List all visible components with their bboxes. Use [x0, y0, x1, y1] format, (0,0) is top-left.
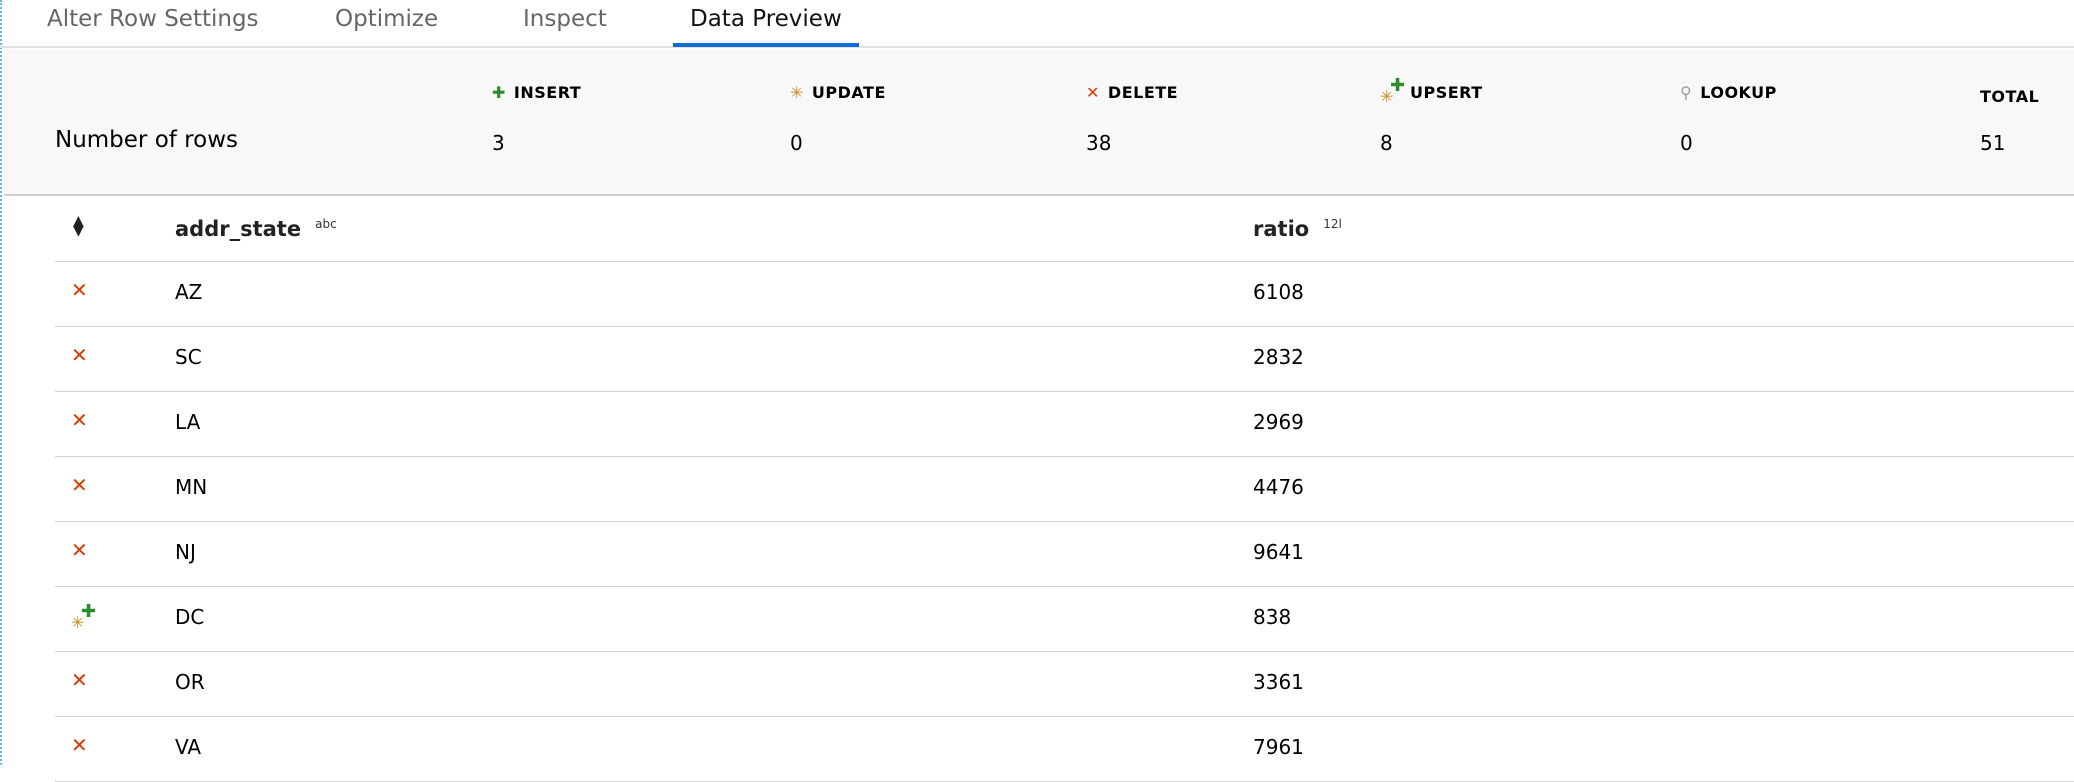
- row-action-icon: ✳ ✚: [71, 601, 101, 633]
- row-action-icon: ✕: [71, 343, 101, 373]
- column-header-addr-state[interactable]: addr_state abc: [175, 217, 337, 241]
- summary-value: 38: [1086, 131, 1112, 155]
- string-type-icon: abc: [315, 217, 337, 231]
- panel-border: [0, 0, 2, 765]
- row-action-icon: ✕: [71, 408, 101, 438]
- cell-addr-state: MN: [175, 475, 208, 499]
- cell-ratio: 6108: [1253, 280, 1304, 304]
- upsert-icon: ✳ ✚: [1380, 75, 1406, 106]
- tab-alter-row-settings[interactable]: Alter Row Settings: [47, 6, 259, 32]
- cell-ratio: 4476: [1253, 475, 1304, 499]
- summary-header: DELETE: [1107, 83, 1179, 102]
- cell-addr-state: DC: [175, 605, 205, 629]
- cell-ratio: 2969: [1253, 410, 1304, 434]
- summary-header: INSERT: [513, 83, 582, 102]
- tab-optimize[interactable]: Optimize: [335, 6, 439, 32]
- row-action-icon: ✕: [71, 733, 101, 763]
- row-action-icon: ✕: [71, 668, 101, 698]
- cell-ratio: 2832: [1253, 345, 1304, 369]
- upsert-icon: ✳ ✚: [71, 601, 97, 632]
- tab-inspect[interactable]: Inspect: [523, 6, 607, 32]
- cell-addr-state: SC: [175, 345, 202, 369]
- cell-ratio: 9641: [1253, 540, 1304, 564]
- plus-icon: ✚: [492, 83, 506, 102]
- x-icon: ✕: [71, 668, 88, 692]
- cell-addr-state: LA: [175, 410, 201, 434]
- table-header: ▲ ▼ addr_state abc ratio 12l: [55, 196, 2074, 262]
- number-type-icon: 12l: [1323, 217, 1342, 231]
- summary-header: TOTAL: [1980, 87, 2040, 106]
- summary-row-label: Number of rows: [55, 127, 239, 153]
- asterisk-icon: ✳: [790, 83, 804, 102]
- cell-ratio: 7961: [1253, 735, 1304, 759]
- x-icon: ✕: [71, 733, 88, 757]
- table-row[interactable]: ✳ ✚ DC 838: [55, 587, 2074, 652]
- x-icon: ✕: [71, 538, 88, 562]
- table-row[interactable]: ✕ VA 7961: [55, 717, 2074, 782]
- table-row[interactable]: ✕ NJ 9641: [55, 522, 2074, 587]
- summary-header: LOOKUP: [1700, 83, 1777, 102]
- x-icon: ✕: [71, 278, 88, 302]
- cell-ratio: 838: [1253, 605, 1292, 629]
- search-icon: ⚲: [1680, 83, 1693, 102]
- summary-header: UPSERT: [1410, 82, 1483, 102]
- row-count-summary: Number of rows ✚ INSERT 3 ✳ UPDATE 0 ✕ DELE…: [4, 49, 2074, 196]
- table-row[interactable]: ✕ MN 4476: [55, 457, 2074, 522]
- summary-value: 0: [790, 131, 803, 155]
- cell-addr-state: NJ: [175, 540, 196, 564]
- cell-ratio: 3361: [1253, 670, 1304, 694]
- table-row[interactable]: ✕ AZ 6108: [55, 262, 2074, 327]
- x-icon: ✕: [1086, 83, 1100, 102]
- table-row[interactable]: ✕ OR 3361: [55, 652, 2074, 717]
- row-action-icon: ✕: [71, 538, 101, 568]
- row-action-icon: ✕: [71, 278, 101, 308]
- x-icon: ✕: [71, 408, 88, 432]
- cell-addr-state: OR: [175, 670, 205, 694]
- x-icon: ✕: [71, 473, 88, 497]
- table-row[interactable]: ✕ LA 2969: [55, 392, 2074, 457]
- active-tab-indicator: [673, 43, 859, 47]
- summary-value: 3: [492, 131, 505, 155]
- summary-value: 0: [1680, 131, 1693, 155]
- x-icon: ✕: [71, 343, 88, 367]
- tab-data-preview[interactable]: Data Preview: [690, 6, 842, 32]
- summary-header: UPDATE: [811, 83, 886, 102]
- tab-bar: Alter Row Settings Optimize Inspect Data…: [0, 0, 2074, 48]
- summary-value: 8: [1380, 131, 1393, 155]
- table-row[interactable]: ✕ SC 2832: [55, 327, 2074, 392]
- summary-value: 51: [1980, 131, 2006, 155]
- column-header-ratio[interactable]: ratio 12l: [1253, 217, 1342, 241]
- row-action-icon: ✕: [71, 473, 101, 503]
- cell-addr-state: AZ: [175, 280, 203, 304]
- sort-icon[interactable]: ▲ ▼: [73, 213, 84, 239]
- cell-addr-state: VA: [175, 735, 202, 759]
